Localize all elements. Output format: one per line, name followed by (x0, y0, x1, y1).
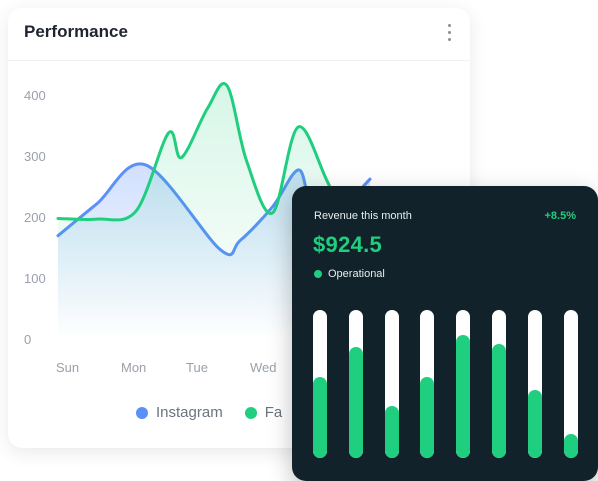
revenue-bar-fill (420, 376, 435, 458)
x-tick-label: Mon (121, 360, 146, 375)
y-tick-label: 100 (24, 271, 46, 286)
card-header: Performance (8, 8, 470, 61)
y-tick-label: 0 (24, 332, 31, 347)
legend-item-facebook[interactable]: Fa (244, 404, 283, 421)
legend-item-instagram[interactable]: Instagram (136, 404, 223, 421)
revenue-bar (527, 310, 542, 458)
revenue-bar (420, 310, 435, 458)
legend-label: Instagram (156, 404, 223, 421)
series-line-1 (56, 82, 359, 222)
x-tick-label: Wed (250, 360, 277, 375)
revenue-bar (313, 310, 327, 458)
legend-dot-icon (136, 406, 148, 419)
x-tick-label: Tue (186, 360, 208, 375)
revenue-bar-fill (527, 389, 542, 458)
revenue-card: Revenue this month +8.5% $924.5 Operatio… (292, 186, 598, 481)
revenue-bar-chart (313, 310, 583, 458)
revenue-bar-fill (492, 344, 506, 458)
revenue-bar-fill (348, 347, 363, 458)
revenue-bar (348, 310, 363, 458)
revenue-bar-fill (456, 335, 471, 458)
revenue-bar-fill (563, 434, 578, 458)
revenue-amount: $924.5 (313, 232, 383, 257)
x-tick-label: Sun (56, 360, 79, 375)
y-tick-label: 400 (24, 88, 46, 103)
revenue-bar (456, 310, 471, 458)
revenue-bar (563, 310, 578, 458)
revenue-bar (492, 310, 506, 458)
more-options-icon[interactable] (446, 24, 452, 44)
revenue-bar (384, 310, 399, 458)
card-title: Performance (24, 22, 128, 41)
revenue-bar-fill (384, 406, 399, 458)
revenue-change-badge: +8.5% (544, 210, 577, 222)
y-tick-label: 300 (24, 149, 46, 164)
legend-dot-icon (244, 406, 257, 419)
revenue-label: Revenue this month (314, 210, 412, 222)
legend-label: Fa (264, 404, 283, 421)
revenue-bar-fill (313, 376, 327, 458)
chart-legend: Instagram Fa (136, 404, 282, 421)
status-label: Operational (328, 268, 385, 280)
status-indicator: Operational (314, 268, 385, 280)
y-tick-label: 200 (24, 210, 46, 225)
series-area (58, 83, 357, 340)
status-dot-icon (314, 270, 322, 278)
